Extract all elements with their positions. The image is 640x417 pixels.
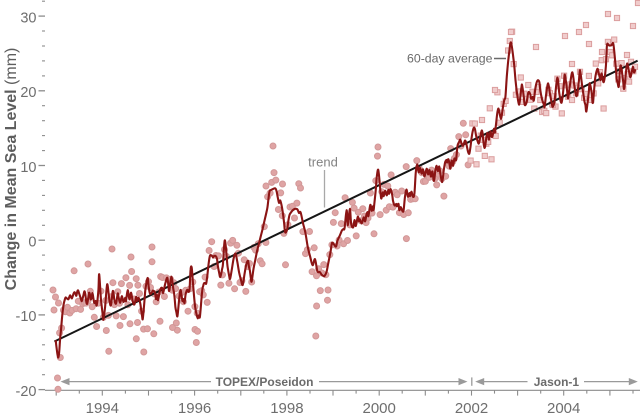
svg-text:2004: 2004 xyxy=(547,400,580,417)
svg-text:Change in Mean Sea Level (mm): Change in Mean Sea Level (mm) xyxy=(3,48,20,291)
svg-text:1994: 1994 xyxy=(86,400,119,417)
svg-text:-10: -10 xyxy=(16,309,37,325)
svg-text:10: 10 xyxy=(20,160,36,176)
svg-text:-20: -20 xyxy=(16,384,37,400)
svg-text:trend: trend xyxy=(308,155,338,170)
svg-text:1996: 1996 xyxy=(178,400,211,417)
svg-text:Jason-1: Jason-1 xyxy=(534,375,580,389)
svg-text:TOPEX/Poseidon: TOPEX/Poseidon xyxy=(216,375,314,389)
svg-text:20: 20 xyxy=(20,85,36,101)
svg-text:2002: 2002 xyxy=(455,400,488,417)
svg-text:30: 30 xyxy=(20,10,36,26)
svg-text:60-day average: 60-day average xyxy=(407,52,493,66)
svg-text:2000: 2000 xyxy=(363,400,396,417)
svg-text:0: 0 xyxy=(28,235,36,251)
svg-text:1998: 1998 xyxy=(270,400,303,417)
